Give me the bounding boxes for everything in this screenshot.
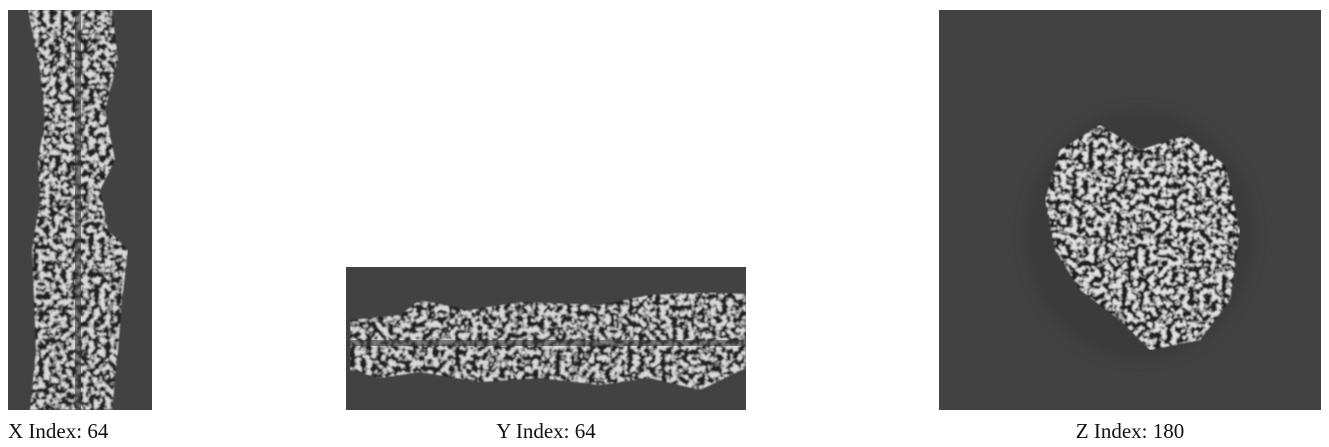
caption: X Index: 64: [8, 419, 109, 443]
x-slice: [8, 10, 152, 410]
z-slice: [939, 10, 1321, 410]
y-slice: [346, 267, 746, 410]
caption: Y Index: 64: [496, 419, 596, 443]
caption: Z Index: 180: [1076, 419, 1184, 443]
